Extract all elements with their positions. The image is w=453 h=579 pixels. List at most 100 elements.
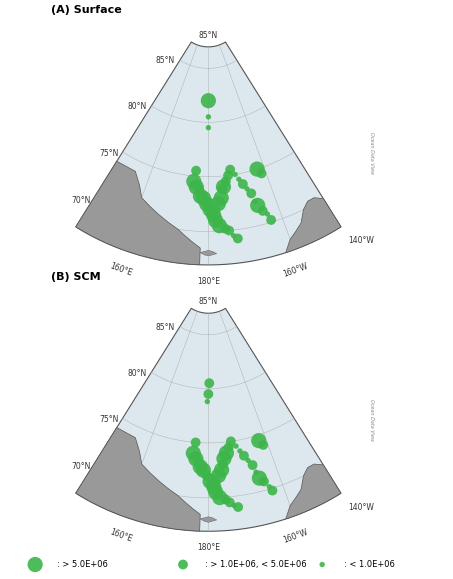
- Point: [264, 210, 271, 219]
- Point: [235, 175, 242, 184]
- Point: [196, 185, 203, 194]
- Point: [220, 454, 227, 463]
- Point: [200, 194, 207, 203]
- PathPatch shape: [200, 516, 217, 522]
- Text: 70°N: 70°N: [71, 196, 91, 205]
- Point: [217, 193, 225, 203]
- Point: [212, 216, 219, 225]
- Point: [252, 467, 260, 477]
- Text: : > 1.0E+06, < 5.0E+06: : > 1.0E+06, < 5.0E+06: [205, 560, 306, 569]
- Point: [193, 182, 200, 192]
- Text: 160°W: 160°W: [282, 261, 309, 278]
- Point: [235, 503, 242, 512]
- Text: 80°N: 80°N: [128, 369, 147, 378]
- Text: Ocean Data View: Ocean Data View: [369, 399, 374, 441]
- Point: [206, 379, 213, 388]
- Text: 180°E: 180°E: [197, 277, 220, 285]
- Text: : < 1.0E+06: : < 1.0E+06: [344, 560, 395, 569]
- Point: [205, 390, 212, 399]
- Point: [259, 206, 266, 215]
- Point: [204, 397, 211, 406]
- Point: [205, 123, 212, 133]
- Point: [218, 185, 226, 194]
- PathPatch shape: [286, 197, 341, 252]
- Point: [232, 441, 240, 450]
- Point: [203, 471, 210, 481]
- Point: [203, 199, 210, 208]
- Text: (A) Surface: (A) Surface: [51, 5, 122, 15]
- Text: 85°N: 85°N: [199, 31, 218, 40]
- Point: [225, 442, 232, 452]
- Text: Ocean Data View: Ocean Data View: [369, 133, 374, 174]
- Text: 70°N: 70°N: [71, 463, 91, 471]
- Point: [236, 446, 244, 456]
- Point: [216, 493, 223, 502]
- Point: [220, 182, 227, 192]
- Point: [240, 451, 247, 460]
- Point: [205, 112, 212, 122]
- Point: [269, 486, 276, 495]
- Point: [219, 460, 226, 469]
- Text: 160°W: 160°W: [282, 527, 309, 545]
- Text: 80°N: 80°N: [128, 102, 147, 111]
- Point: [197, 192, 204, 201]
- Point: [222, 177, 230, 186]
- Point: [260, 440, 267, 449]
- Point: [195, 458, 202, 467]
- Text: : > 5.0E+06: : > 5.0E+06: [57, 560, 108, 569]
- Text: 85°N: 85°N: [199, 297, 218, 306]
- PathPatch shape: [286, 464, 341, 519]
- Point: [222, 224, 229, 233]
- Point: [256, 474, 263, 483]
- Point: [193, 455, 200, 464]
- Point: [210, 210, 217, 219]
- Text: 140°W: 140°W: [349, 503, 375, 512]
- Point: [230, 231, 237, 240]
- PathPatch shape: [200, 250, 217, 256]
- Point: [210, 482, 217, 492]
- PathPatch shape: [76, 162, 200, 265]
- Point: [260, 477, 268, 486]
- Point: [200, 466, 207, 475]
- Point: [253, 164, 260, 174]
- Point: [216, 221, 223, 230]
- Point: [243, 184, 251, 193]
- Point: [192, 438, 199, 447]
- Text: 85°N: 85°N: [155, 56, 174, 65]
- Text: 85°N: 85°N: [155, 323, 174, 332]
- Point: [251, 197, 259, 206]
- Text: 75°N: 75°N: [100, 415, 119, 424]
- Point: [226, 498, 233, 507]
- Point: [197, 462, 204, 471]
- Point: [266, 482, 273, 492]
- Point: [239, 179, 246, 189]
- Point: [248, 189, 255, 198]
- Point: [215, 471, 222, 480]
- Text: 180°E: 180°E: [197, 543, 220, 552]
- Point: [205, 96, 212, 105]
- Point: [223, 448, 230, 457]
- PathPatch shape: [76, 428, 200, 531]
- Text: 160°E: 160°E: [108, 261, 133, 277]
- Point: [218, 465, 225, 474]
- Text: 160°E: 160°E: [108, 527, 133, 544]
- Point: [190, 449, 197, 458]
- Point: [258, 168, 265, 178]
- Point: [207, 477, 214, 486]
- Point: [226, 165, 234, 174]
- Point: [234, 234, 241, 243]
- Point: [193, 166, 200, 175]
- Point: [212, 477, 219, 486]
- Point: [212, 488, 219, 497]
- Point: [249, 460, 256, 470]
- Point: [212, 205, 219, 214]
- Point: [245, 456, 252, 465]
- Point: [222, 495, 229, 504]
- Point: [207, 205, 214, 214]
- Point: [190, 177, 198, 186]
- Point: [254, 201, 261, 210]
- Point: [215, 199, 222, 208]
- Text: (B) SCM: (B) SCM: [51, 272, 101, 281]
- PathPatch shape: [76, 308, 341, 532]
- Point: [230, 501, 237, 510]
